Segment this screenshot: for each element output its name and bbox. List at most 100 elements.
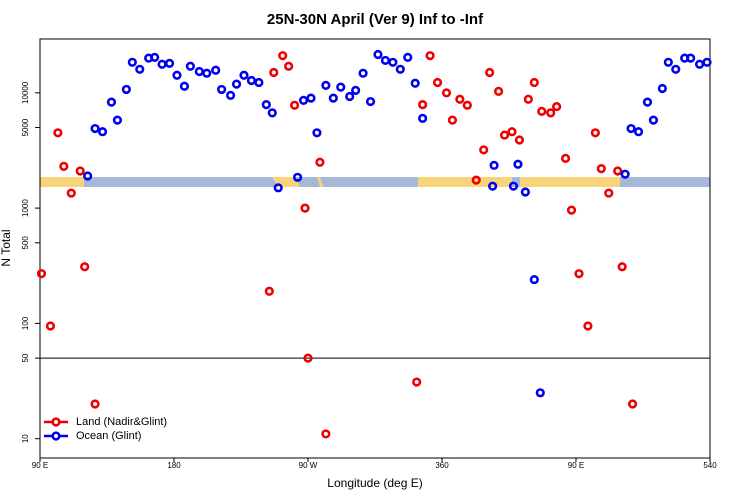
data-point [566, 205, 577, 215]
y-axis-label: N Total [0, 229, 13, 266]
data-point [80, 262, 90, 272]
x-tick-label: 540 [703, 461, 717, 470]
data-point [462, 100, 472, 110]
data-point [479, 145, 489, 155]
data-point [388, 57, 398, 67]
land-ocean-strip [40, 177, 710, 187]
data-point [590, 128, 600, 138]
data-point [185, 61, 195, 71]
data-point [702, 57, 712, 67]
data-point [211, 65, 221, 75]
data-point [303, 353, 313, 363]
data-point [574, 269, 584, 279]
data-point [508, 181, 519, 191]
data-point [514, 135, 525, 145]
data-point [425, 51, 435, 61]
data-point [217, 84, 227, 95]
data-point [373, 49, 383, 60]
data-point [261, 100, 271, 110]
data-point [315, 157, 325, 167]
data-point [328, 93, 338, 103]
data-point [45, 321, 56, 331]
data-point [127, 57, 137, 67]
data-point [663, 57, 673, 67]
land-strip [40, 177, 84, 187]
data-point [112, 115, 123, 125]
data-point [306, 93, 316, 103]
data-point [686, 53, 696, 63]
data-point [626, 123, 636, 134]
data-point [617, 262, 627, 272]
y-tick-label: 10000 [21, 81, 30, 104]
data-point [106, 97, 117, 107]
data-point [75, 166, 85, 176]
data-point [535, 388, 545, 398]
data-point [395, 64, 405, 74]
data-point [90, 123, 100, 134]
y-tick-label: 5000 [21, 118, 30, 136]
y-tick-label: 10 [21, 434, 30, 443]
data-point [529, 77, 539, 88]
data-point [300, 203, 310, 213]
data-point [121, 84, 131, 95]
x-tick-label: 90 E [568, 461, 584, 470]
data-point [432, 77, 443, 88]
data-point [537, 106, 547, 117]
data-point [489, 160, 499, 170]
data-point [83, 171, 93, 181]
data-point [264, 286, 274, 296]
data-point [627, 399, 638, 409]
data-point [633, 127, 644, 137]
land-strip [317, 177, 323, 187]
data-point [485, 67, 495, 78]
data-point [471, 175, 481, 185]
legend-label: Ocean (Glint) [76, 430, 141, 442]
y-tick-label: 500 [21, 236, 30, 250]
data-point [321, 80, 331, 90]
data-point [284, 61, 294, 71]
data-point [583, 321, 593, 331]
data-point [312, 128, 322, 138]
land-strip [520, 177, 620, 187]
data-point [642, 97, 653, 107]
data-point [358, 68, 368, 78]
data-point [507, 127, 517, 137]
data-point [455, 94, 465, 104]
data-point [66, 188, 76, 198]
data-point [231, 79, 242, 89]
data-point [604, 188, 614, 198]
data-point [671, 64, 681, 74]
data-point [254, 77, 264, 88]
data-point [447, 115, 458, 125]
y-tick-label: 1000 [21, 199, 30, 217]
data-point [273, 183, 283, 193]
x-tick-label: 360 [435, 461, 449, 470]
data-point [520, 187, 530, 197]
data-point [493, 86, 504, 96]
data-point [321, 429, 331, 439]
data-point [202, 68, 212, 78]
data-point [239, 70, 249, 80]
data-point [97, 127, 108, 137]
y-tick-label: 50 [21, 353, 30, 362]
legend-marker [51, 417, 61, 427]
land-strip [418, 177, 512, 187]
data-point [410, 78, 420, 88]
data-point [613, 166, 623, 176]
data-point [546, 108, 556, 118]
data-point [59, 161, 69, 172]
x-tick-label: 180 [167, 461, 181, 470]
y-tick-label: 100 [21, 316, 30, 330]
data-point [648, 115, 659, 125]
data-point [290, 100, 300, 110]
data-point [135, 64, 145, 74]
data-point [164, 58, 175, 68]
data-point [298, 95, 309, 105]
data-point [418, 100, 428, 110]
data-point [345, 91, 355, 102]
data-point [412, 377, 422, 387]
data-point [488, 181, 498, 191]
data-point [441, 88, 452, 98]
data-point [53, 128, 63, 138]
